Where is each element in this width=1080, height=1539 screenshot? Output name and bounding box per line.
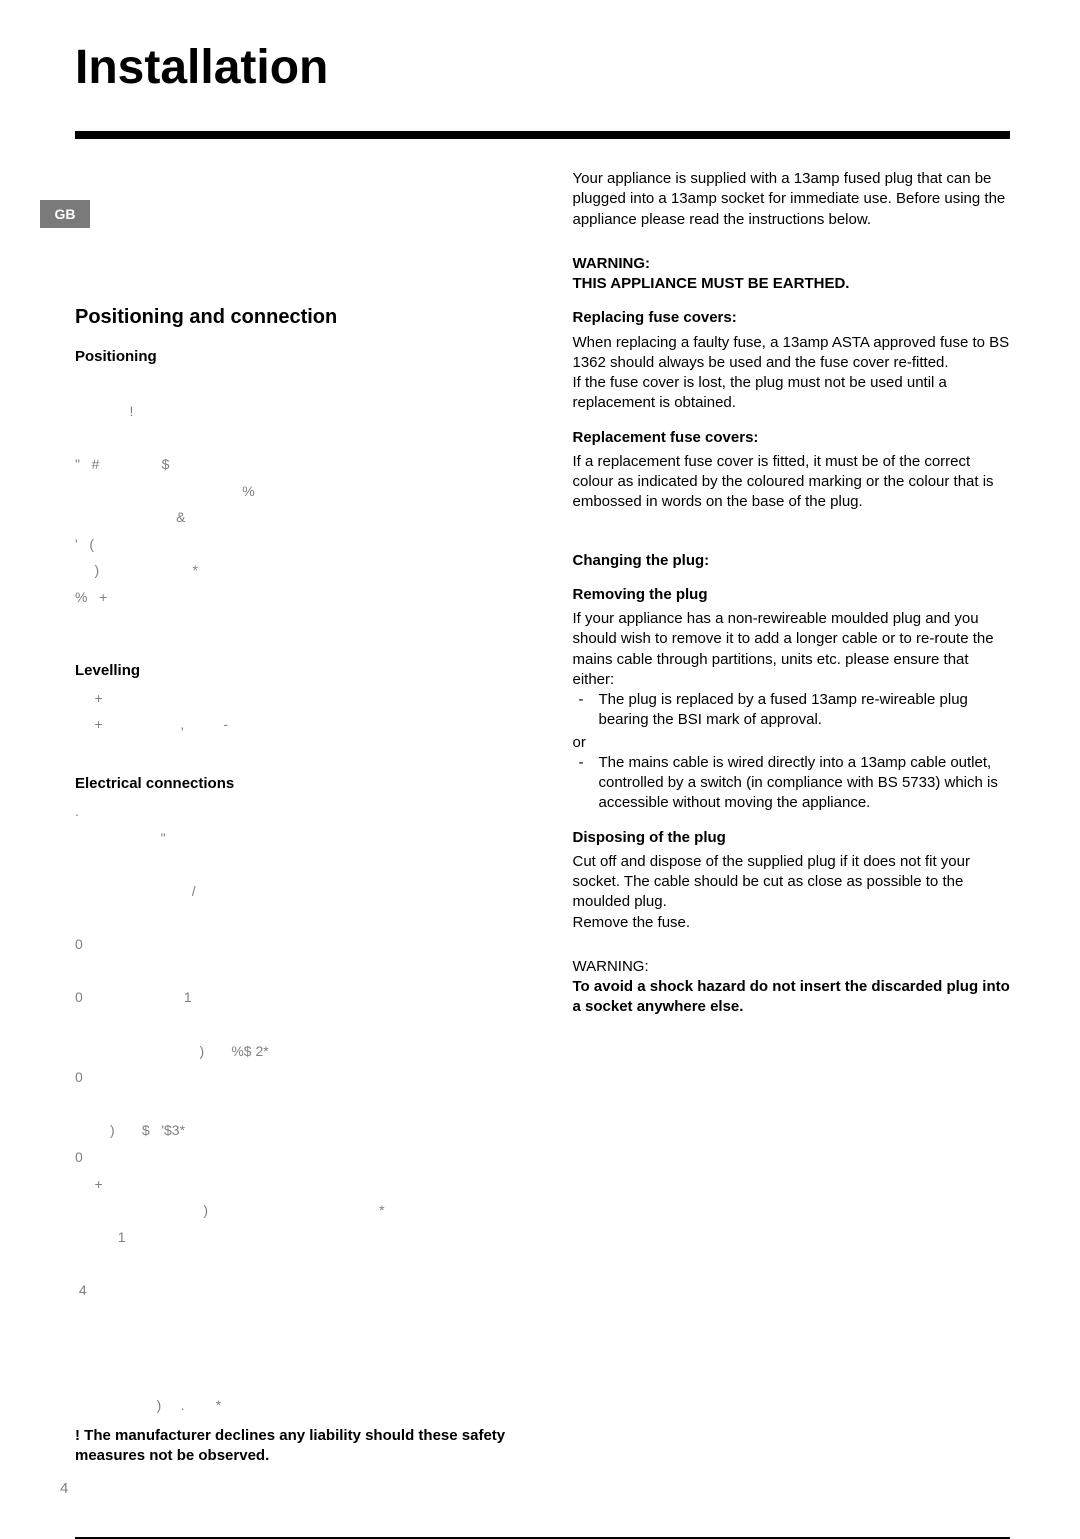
symbol-block-3: . " / 0 0 1 ) %$ 2* 0 ) $ '$3* 0 + — [75, 798, 513, 1303]
footer-rule — [75, 1537, 1010, 1539]
page-number: 4 — [60, 1480, 68, 1497]
intro-paragraph: Your appliance is supplied with a 13amp … — [573, 169, 1011, 230]
warning-earthed: THIS APPLIANCE MUST BE EARTHED. — [573, 274, 1011, 294]
language-badge: GB — [40, 200, 90, 228]
content-columns: Positioning and connection Positioning !… — [75, 169, 1010, 1477]
heading-replacing-fuse: Replacing fuse covers: — [573, 308, 1011, 328]
bullet-item-1: - The plug is replaced by a fused 13amp … — [573, 690, 1011, 731]
bullet-item-2: - The mains cable is wired directly into… — [573, 753, 1011, 814]
symbol-block-2: + + , - — [75, 685, 513, 738]
heading-levelling: Levelling — [75, 661, 513, 681]
heading-positioning-connection: Positioning and connection — [75, 304, 513, 331]
bullet-dash: - — [573, 690, 599, 731]
disclaimer-text: ! The manufacturer declines any liabilit… — [75, 1426, 513, 1467]
disposing-plug-p2: Remove the fuse. — [573, 913, 1011, 933]
bullet-dash: - — [573, 753, 599, 814]
title-rule — [75, 131, 1010, 139]
warning2-label: WARNING: — [573, 957, 1011, 977]
heading-removing-plug: Removing the plug — [573, 585, 1011, 605]
symbol-block-4: ) . * — [75, 1392, 513, 1419]
heading-positioning: Positioning — [75, 347, 513, 367]
heading-electrical: Electrical connections — [75, 774, 513, 794]
removing-plug-p: If your appliance has a non-rewireable m… — [573, 609, 1011, 690]
symbol-block-1: ! " # $ % & ' ( ) * % + — [75, 371, 513, 610]
left-column: Positioning and connection Positioning !… — [75, 169, 513, 1477]
heading-changing-plug: Changing the plug: — [573, 551, 1011, 571]
replacing-fuse-p1: When replacing a faulty fuse, a 13amp AS… — [573, 333, 1011, 374]
bullet-content-1: The plug is replaced by a fused 13amp re… — [599, 690, 1011, 731]
warning2-text: To avoid a shock hazard do not insert th… — [573, 977, 1011, 1018]
warning-label: WARNING: — [573, 254, 1011, 274]
right-column: Your appliance is supplied with a 13amp … — [573, 169, 1011, 1477]
heading-replacement-covers: Replacement fuse covers: — [573, 428, 1011, 448]
disposing-plug-p1: Cut off and dispose of the supplied plug… — [573, 852, 1011, 913]
bullet-content-2: The mains cable is wired directly into a… — [599, 753, 1011, 814]
replacement-covers-p: If a replacement fuse cover is fitted, i… — [573, 452, 1011, 513]
replacing-fuse-p2: If the fuse cover is lost, the plug must… — [573, 373, 1011, 414]
page-title: Installation — [75, 40, 1010, 95]
or-text: or — [573, 733, 1011, 753]
heading-disposing-plug: Disposing of the plug — [573, 828, 1011, 848]
